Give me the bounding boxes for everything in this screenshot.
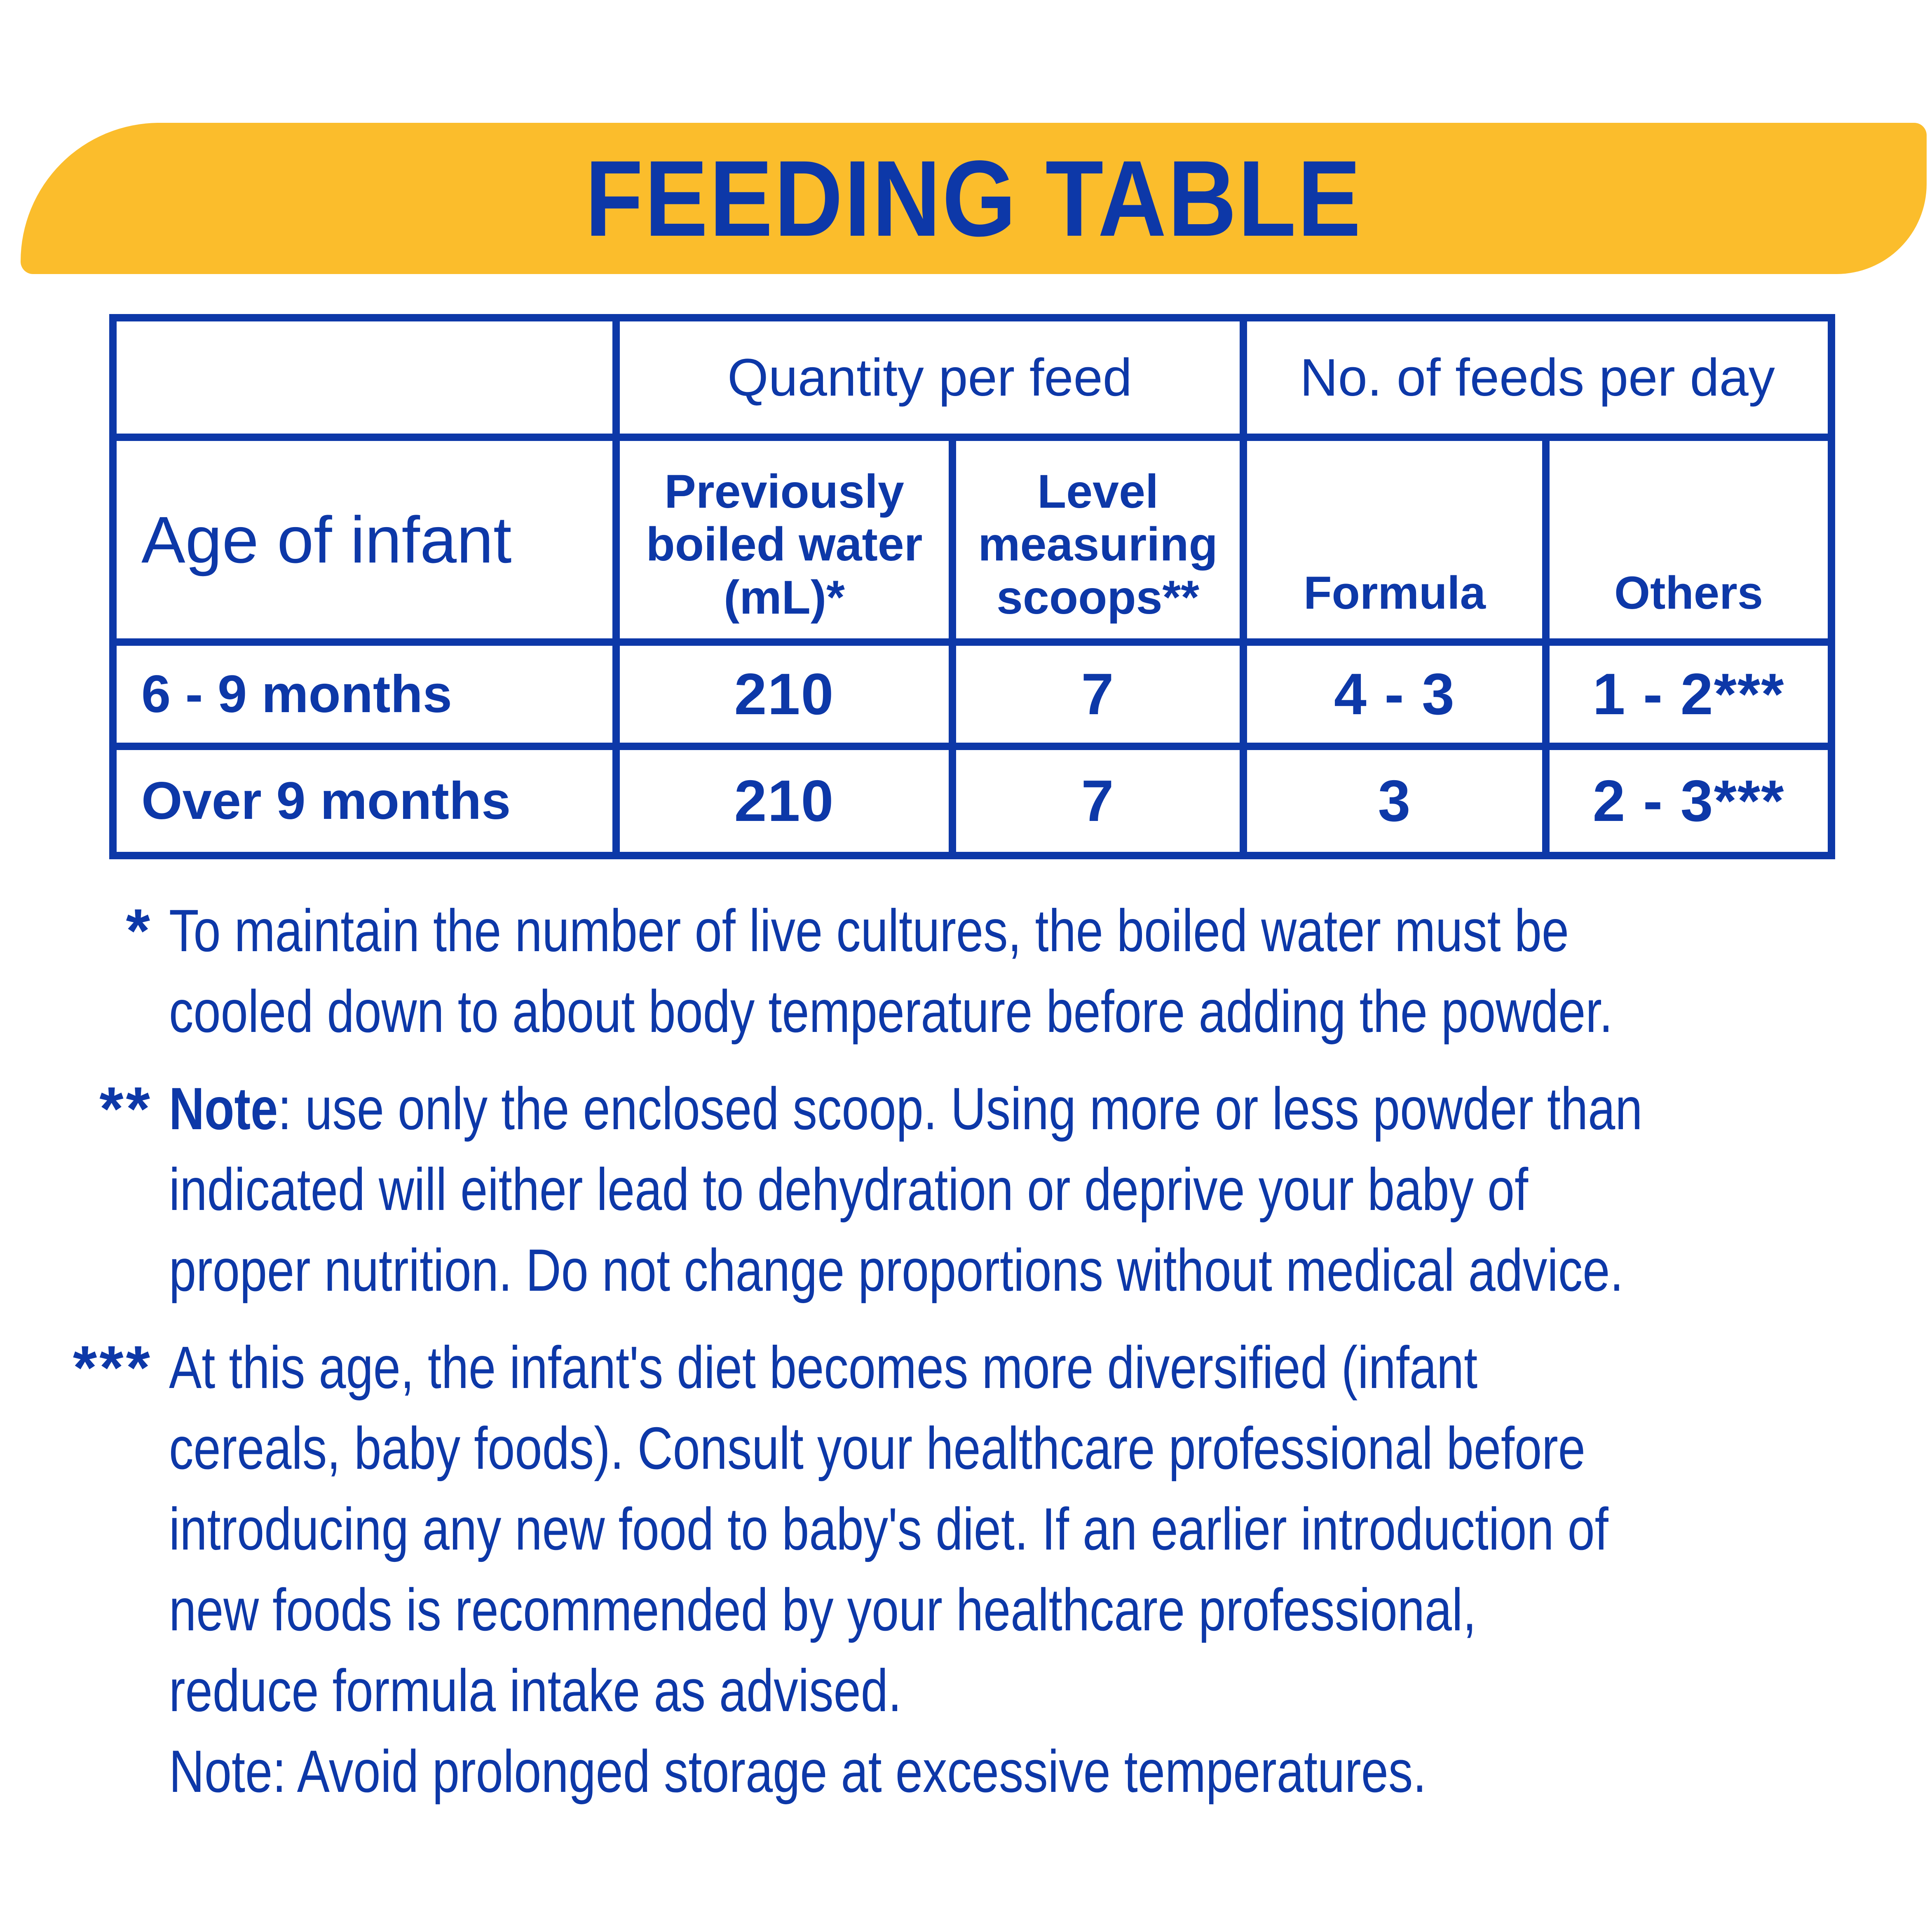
footnote-line: To maintain the number of live cultures,… [169,897,1569,964]
footnote-scoop-note: ** Note: use only the enclosed scoop. Us… [29,1068,1908,1311]
footnote-line: cereals, baby foods). Consult your healt… [169,1415,1585,1482]
other-feeds-cell: 1 - 2*** [1542,638,1835,750]
age-cell: Over 9 months [109,743,620,859]
footnote-marker-triple-asterisk: *** [73,1333,152,1402]
feeding-table: Quantity per feed No. of feeds per day A… [109,314,1835,859]
footnote-line: proper nutrition. Do not change proporti… [169,1237,1624,1304]
footnote-text: To maintain the number of live cultures,… [169,890,1926,1052]
boiled-water-header: Previously boiled water (mL)* [612,434,956,646]
age-of-infant-header: Age of infant [109,434,620,646]
age-cell: 6 - 9 months [109,638,620,750]
note-bold-lead: Note [169,1075,278,1142]
other-feeds-cell: 2 - 3*** [1542,743,1835,859]
scoops-cell: 7 [949,743,1247,859]
footnote-text: Note: use only the enclosed scoop. Using… [169,1068,1926,1311]
footnote-line: Note: use only the enclosed scoop. Using… [169,1068,1926,1149]
table-row-6-9-months: 6 - 9 months 210 7 4 - 3 1 - 2*** [109,638,1835,750]
footnote-line: cooled down to about body temperature be… [169,978,1613,1045]
formula-header: Formula [1240,434,1550,646]
boiled-water-header-line3: (mL)* [724,571,845,624]
footnote-line: At this age, the infant's diet becomes m… [169,1334,1478,1401]
water-cell: 210 [612,743,956,859]
measuring-scoops-header-line3: scoops** [996,571,1200,624]
footnote-text: At this age, the infant's diet becomes m… [169,1327,1926,1812]
footnote-line: new foods is recommended by your healthc… [169,1576,1477,1643]
footnotes: * To maintain the number of live culture… [29,890,1908,1828]
page-title: FEEDING TABLE [585,138,1362,259]
boiled-water-header-line2: boiled water [646,518,923,571]
feeding-table-banner: FEEDING TABLE [21,123,1927,274]
quantity-per-feed-header: Quantity per feed [612,314,1247,441]
scoops-cell: 7 [949,638,1247,750]
note-lead-rest: : use only the enclosed scoop. Using mor… [278,1075,1643,1142]
water-cell: 210 [612,638,956,750]
measuring-scoops-header-line2: measuring [978,518,1218,571]
others-header: Others [1542,434,1835,646]
footnote-line: Note: Avoid prolonged storage at excessi… [169,1738,1427,1805]
empty-corner-cell [109,314,620,441]
footnote-line: indicated will either lead to dehydratio… [169,1156,1529,1223]
group-header-row: Quantity per feed No. of feeds per day [109,314,1835,441]
footnote-marker-double-asterisk: ** [99,1074,152,1143]
footnote-marker-single-asterisk: * [126,896,152,965]
footnote-line: reduce formula intake as advised. [169,1657,902,1724]
table-row-over-9-months: Over 9 months 210 7 3 2 - 3*** [109,743,1835,859]
formula-feeds-cell: 4 - 3 [1240,638,1550,750]
boiled-water-header-line1: Previously [664,465,904,518]
formula-feeds-cell: 3 [1240,743,1550,859]
footnote-line: introducing any new food to baby's diet.… [169,1496,1608,1562]
footnote-boiled-water: * To maintain the number of live culture… [29,890,1908,1052]
measuring-scoops-header-line1: Level [1037,465,1159,518]
feeds-per-day-header: No. of feeds per day [1240,314,1835,441]
measuring-scoops-header: Level measuring scoops** [949,434,1247,646]
column-header-row: Age of infant Previously boiled water (m… [109,434,1835,646]
footnote-diversified-diet: *** At this age, the infant's diet becom… [29,1327,1908,1812]
